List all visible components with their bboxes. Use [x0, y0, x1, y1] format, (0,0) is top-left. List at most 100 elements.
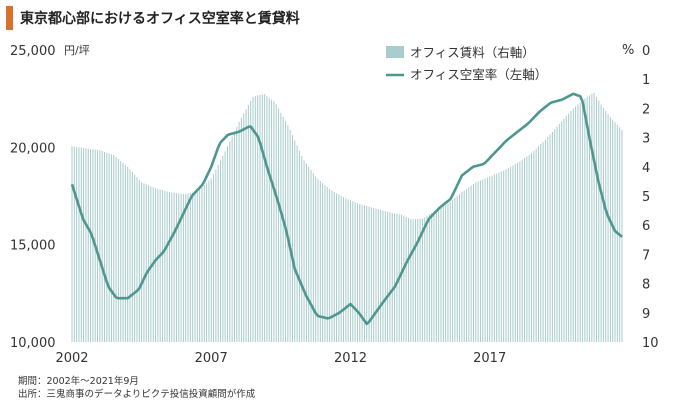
rent-bar	[157, 188, 159, 342]
left-tick-label: 15,000	[10, 239, 56, 254]
right-tick-label: 5	[642, 190, 650, 205]
rent-bar	[145, 184, 147, 342]
rent-bar	[182, 194, 184, 342]
rent-bar	[280, 112, 282, 343]
rent-bar	[600, 104, 602, 342]
rent-bar	[129, 169, 131, 342]
rent-bar	[122, 162, 124, 342]
rent-bar	[331, 190, 333, 342]
rent-bar	[486, 177, 488, 342]
rent-bar	[338, 194, 340, 342]
right-tick-label: 10	[642, 336, 659, 351]
chart-title: 東京都心部におけるオフィス空室率と賃貸料	[20, 11, 300, 27]
rent-bar	[584, 98, 586, 342]
rent-bar	[231, 136, 233, 342]
rent-bar	[530, 153, 532, 342]
rent-bar	[278, 108, 280, 343]
rent-bar	[345, 198, 347, 342]
rent-bar	[294, 140, 296, 342]
rent-bar	[609, 117, 611, 342]
rent-bar	[521, 159, 523, 342]
rent-bar	[431, 212, 433, 342]
rent-bar	[542, 141, 544, 342]
rent-bar	[602, 107, 604, 342]
rent-bar	[396, 213, 398, 342]
rent-bar	[496, 173, 498, 342]
rent-bar	[579, 102, 581, 342]
rent-bar	[257, 95, 259, 342]
rent-bar	[155, 188, 157, 342]
rent-bar	[282, 116, 284, 343]
rent-bar	[115, 157, 117, 342]
rent-bar	[547, 136, 549, 342]
rent-bar	[141, 182, 143, 342]
rent-bar	[505, 169, 507, 342]
rent-bar	[83, 147, 85, 342]
rent-bar	[143, 183, 145, 342]
rent-bar	[435, 210, 437, 342]
rent-bar	[352, 201, 354, 342]
rent-bar	[377, 209, 379, 342]
rent-bar	[401, 214, 403, 342]
vacancy-line	[70, 92, 623, 326]
rent-bar	[148, 185, 150, 342]
rent-bar	[537, 146, 539, 342]
rent-bar	[524, 158, 526, 342]
rent-bar	[347, 199, 349, 342]
x-axis: 2002 2007 2012 2017	[55, 351, 506, 366]
rent-bar	[479, 180, 481, 342]
rent-bar	[470, 185, 472, 342]
right-tick-label: 9	[642, 307, 650, 322]
rent-bar	[433, 211, 435, 342]
rent-bar	[213, 173, 215, 342]
rent-bar	[363, 205, 365, 342]
rent-bar	[326, 187, 328, 342]
rent-bar	[324, 185, 326, 342]
rent-bar	[359, 204, 361, 342]
rent-bar	[71, 146, 73, 342]
rent-bar	[394, 213, 396, 342]
rent-bar	[240, 117, 242, 342]
rent-bar	[317, 179, 319, 342]
rent-bar	[354, 202, 356, 342]
rent-bar	[535, 148, 537, 342]
rent-bar	[261, 94, 263, 342]
rent-bar	[243, 113, 245, 342]
right-tick-label: 4	[642, 161, 650, 176]
rent-bar	[233, 131, 235, 342]
rent-bar	[447, 203, 449, 342]
rent-bar	[595, 96, 597, 342]
rent-bar	[166, 191, 168, 342]
rent-bar	[254, 96, 256, 342]
rent-bar	[589, 95, 591, 342]
rent-bar	[519, 161, 521, 342]
rent-bar	[189, 193, 191, 342]
rent-bar	[236, 126, 238, 342]
legend: オフィス賃料（右軸） オフィス空室率（左軸）	[386, 45, 547, 82]
rent-bar	[76, 147, 78, 342]
right-tick-label: 2	[642, 102, 650, 117]
rent-bar	[575, 106, 577, 342]
rent-bar	[428, 214, 430, 342]
rent-bar	[607, 114, 609, 343]
rent-bar	[517, 162, 519, 342]
right-tick-label: 8	[642, 278, 650, 293]
rent-bar	[187, 193, 189, 342]
rent-bar	[568, 113, 570, 342]
rent-bar	[572, 108, 574, 343]
title-accent-bar	[6, 6, 13, 30]
rent-bar	[554, 129, 556, 342]
right-tick-label: 3	[642, 132, 650, 147]
rent-bar	[484, 178, 486, 342]
rent-bar	[85, 148, 87, 342]
rent-bar	[159, 189, 161, 342]
rent-bar	[180, 193, 182, 342]
rent-bar	[220, 160, 222, 342]
rent-bar	[164, 190, 166, 342]
rent-bar	[315, 176, 317, 342]
rent-bar	[215, 169, 217, 342]
rent-bar	[222, 155, 224, 342]
rent-bar	[245, 109, 247, 343]
rent-bar	[612, 119, 614, 342]
